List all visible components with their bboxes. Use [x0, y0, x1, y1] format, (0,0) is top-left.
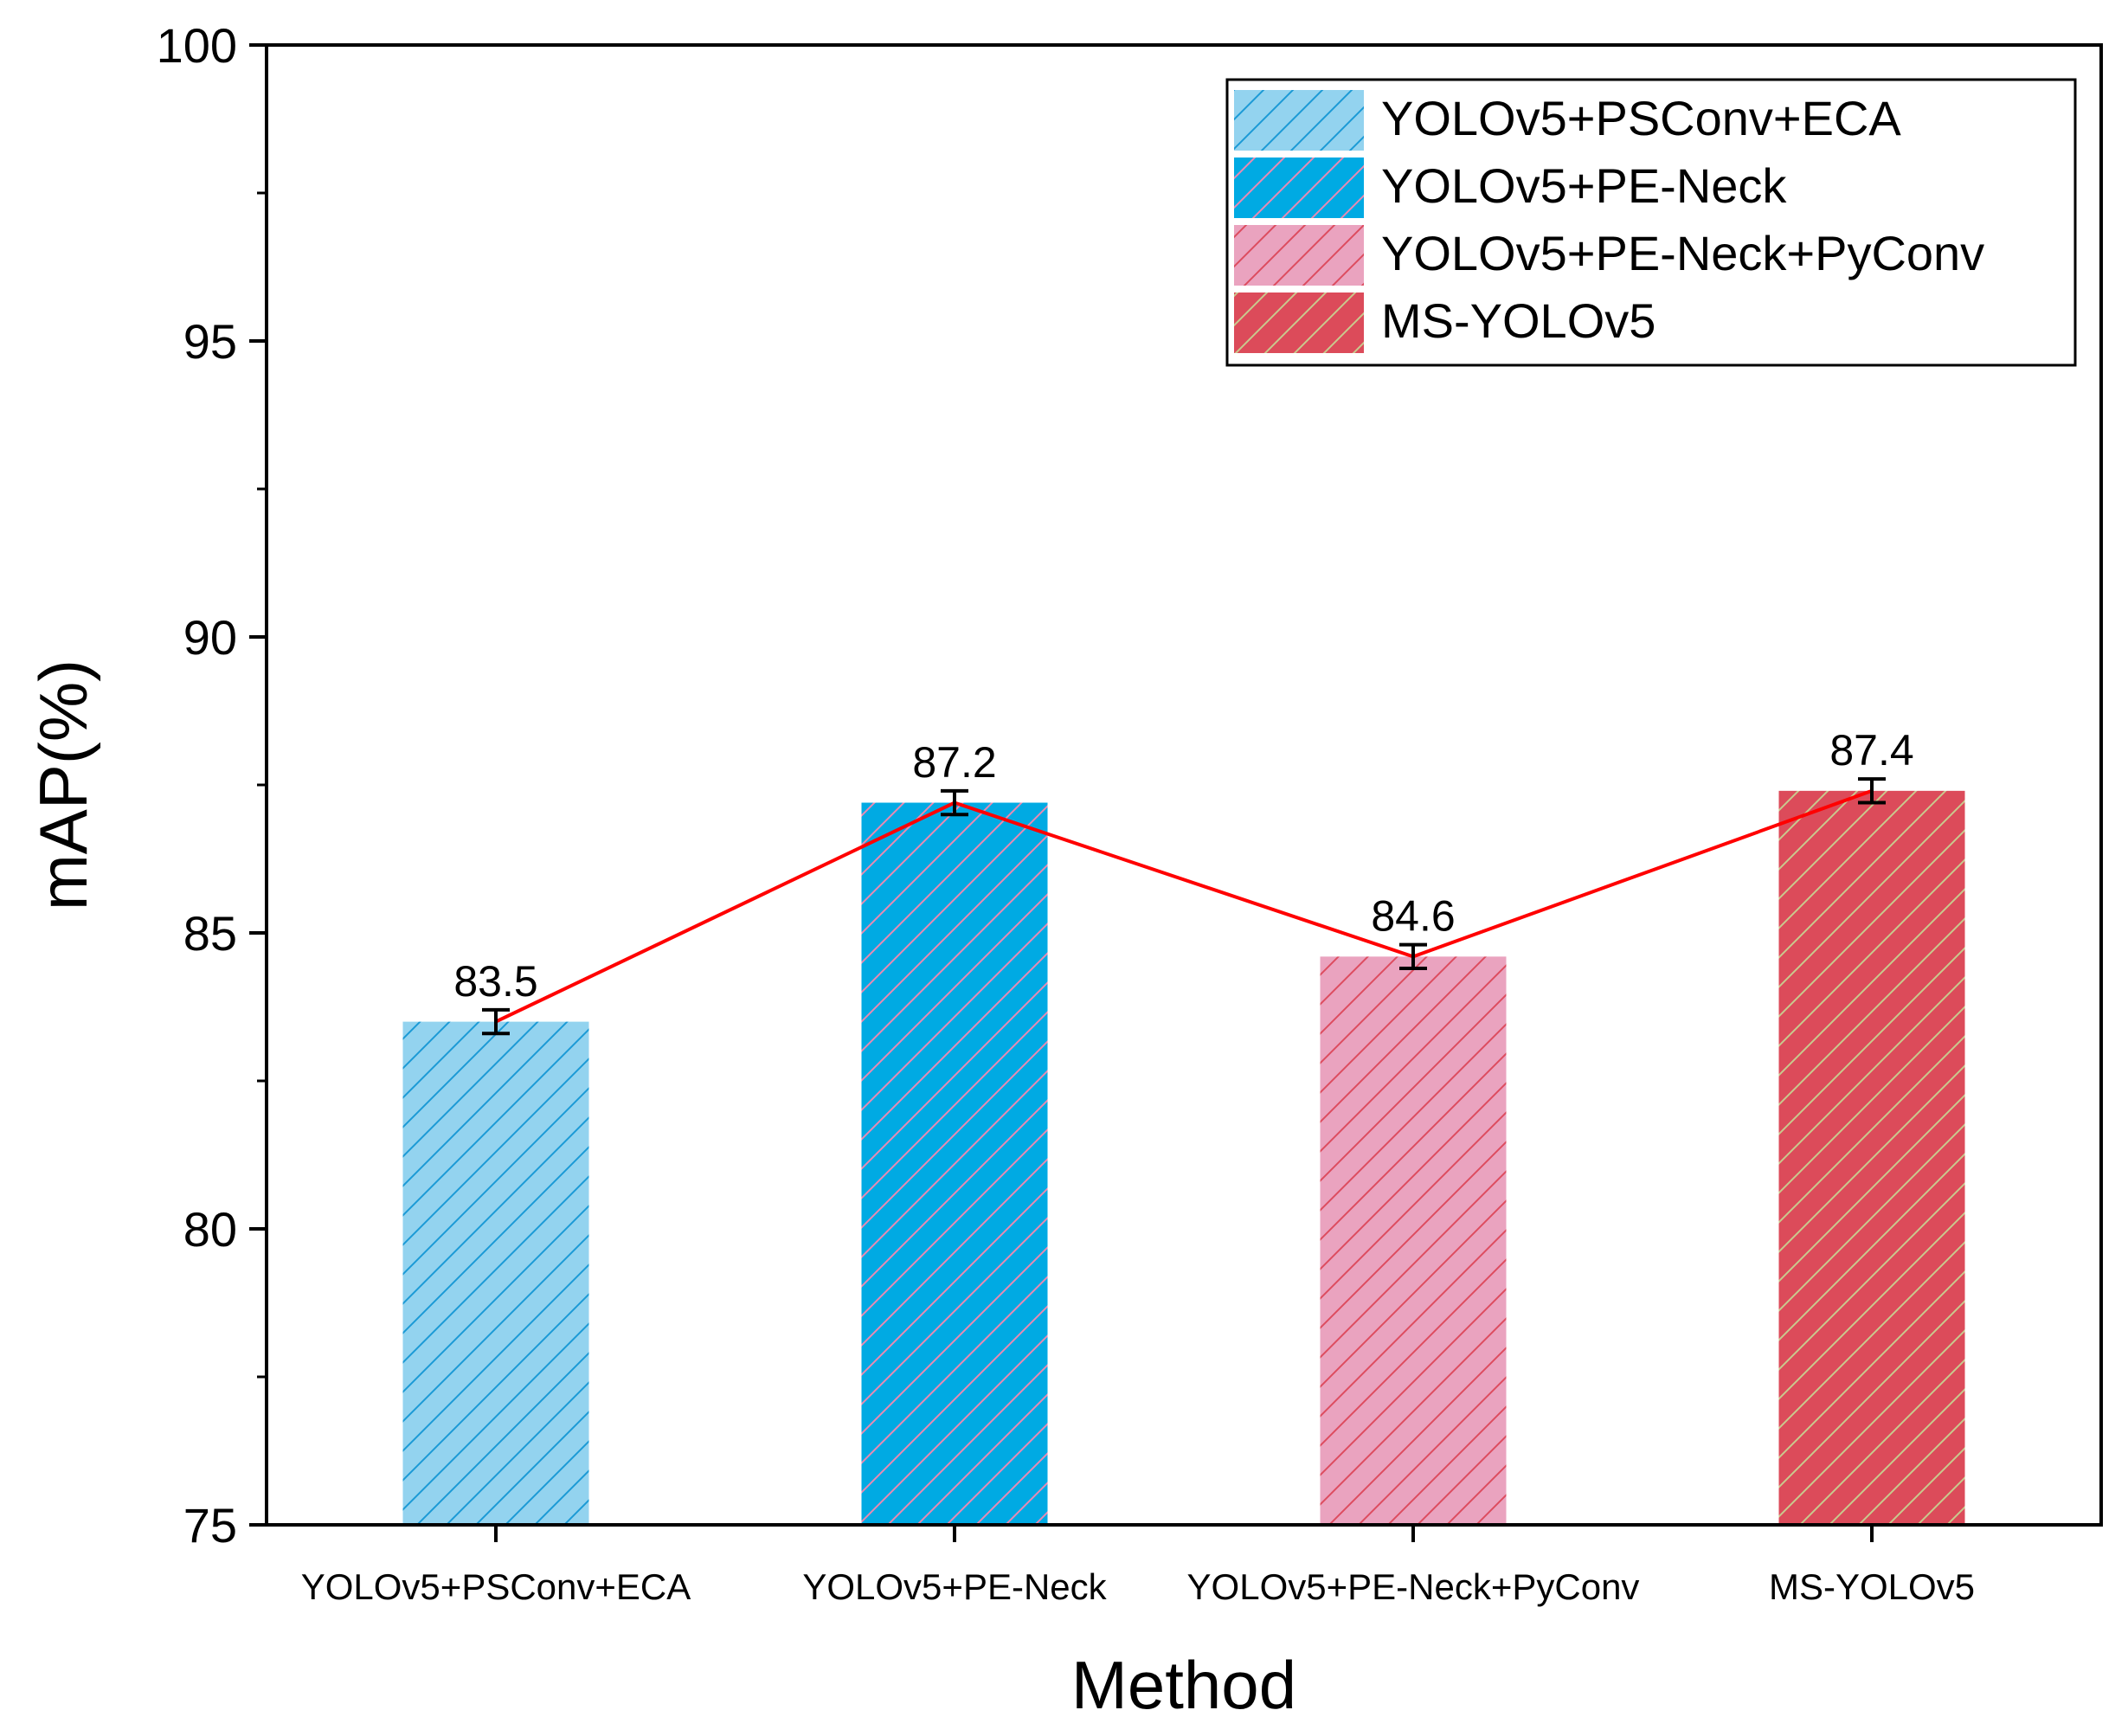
legend-label-3: YOLOv5+PE-Neck+PyConv	[1381, 226, 1984, 280]
x-tick-label-4: MS-YOLOv5	[1769, 1566, 1975, 1607]
legend-label-2: YOLOv5+PE-Neck	[1381, 158, 1787, 213]
legend-swatch-3	[1234, 225, 1364, 286]
error-bar-4	[1858, 777, 1886, 805]
legend: YOLOv5+PSConv+ECA YOLOv5+PE-Neck YOLOv5+PE…	[1225, 78, 2077, 367]
legend-label-1: YOLOv5+PSConv+ECA	[1381, 91, 1901, 145]
bar-1	[402, 1021, 589, 1525]
legend-entry-2: YOLOv5+PE-Neck	[1234, 158, 1787, 218]
x-tick-label-2: YOLOv5+PE-Neck	[802, 1566, 1107, 1607]
legend-swatch-1	[1234, 90, 1364, 151]
error-bar-3	[1399, 942, 1427, 971]
y-tick-label-95: 95	[183, 314, 237, 369]
x-axis-title: Method	[1071, 1647, 1296, 1723]
y-tick-label-90: 90	[183, 610, 237, 665]
bars-layer	[402, 790, 1965, 1525]
y-tick-label-80: 80	[183, 1202, 237, 1257]
trend-line	[495, 788, 1873, 1024]
error-bar-1	[482, 1007, 510, 1036]
x-tick-label-3: YOLOv5+PE-Neck+PyConv	[1187, 1566, 1640, 1607]
legend-swatch-4	[1234, 293, 1364, 353]
x-axis: YOLOv5+PSConv+ECA YOLOv5+PE-Neck YOLOv5+PE…	[301, 1525, 1975, 1607]
y-tick-label-85: 85	[183, 906, 237, 961]
value-label-3: 84.6	[1371, 892, 1455, 941]
error-bars-layer	[482, 777, 1886, 1036]
legend-entry-4: MS-YOLOv5	[1234, 293, 1655, 353]
legend-box	[1225, 78, 2077, 367]
x-tick-label-1: YOLOv5+PSConv+ECA	[301, 1566, 691, 1607]
bar-3	[1320, 956, 1507, 1525]
y-axis: 75 80 85 90 95 100	[157, 18, 267, 1553]
trend-line-layer	[495, 788, 1873, 1024]
legend-label-4: MS-YOLOv5	[1381, 293, 1655, 348]
legend-entry-3: YOLOv5+PE-Neck+PyConv	[1234, 225, 1984, 286]
bar-2	[861, 802, 1048, 1525]
value-label-4: 87.4	[1829, 726, 1913, 775]
legend-swatch-2	[1234, 158, 1364, 218]
y-tick-label-75: 75	[183, 1498, 237, 1553]
value-labels-layer: 83.5 87.2 84.6 87.4	[453, 726, 1913, 1006]
legend-entry-1: YOLOv5+PSConv+ECA	[1234, 90, 1901, 151]
y-tick-label-100: 100	[157, 18, 237, 73]
error-bar-2	[941, 788, 968, 817]
value-label-2: 87.2	[912, 738, 996, 787]
value-label-1: 83.5	[453, 957, 537, 1006]
bar-4	[1778, 790, 1965, 1525]
y-axis-title: mAP(%)	[25, 659, 101, 910]
